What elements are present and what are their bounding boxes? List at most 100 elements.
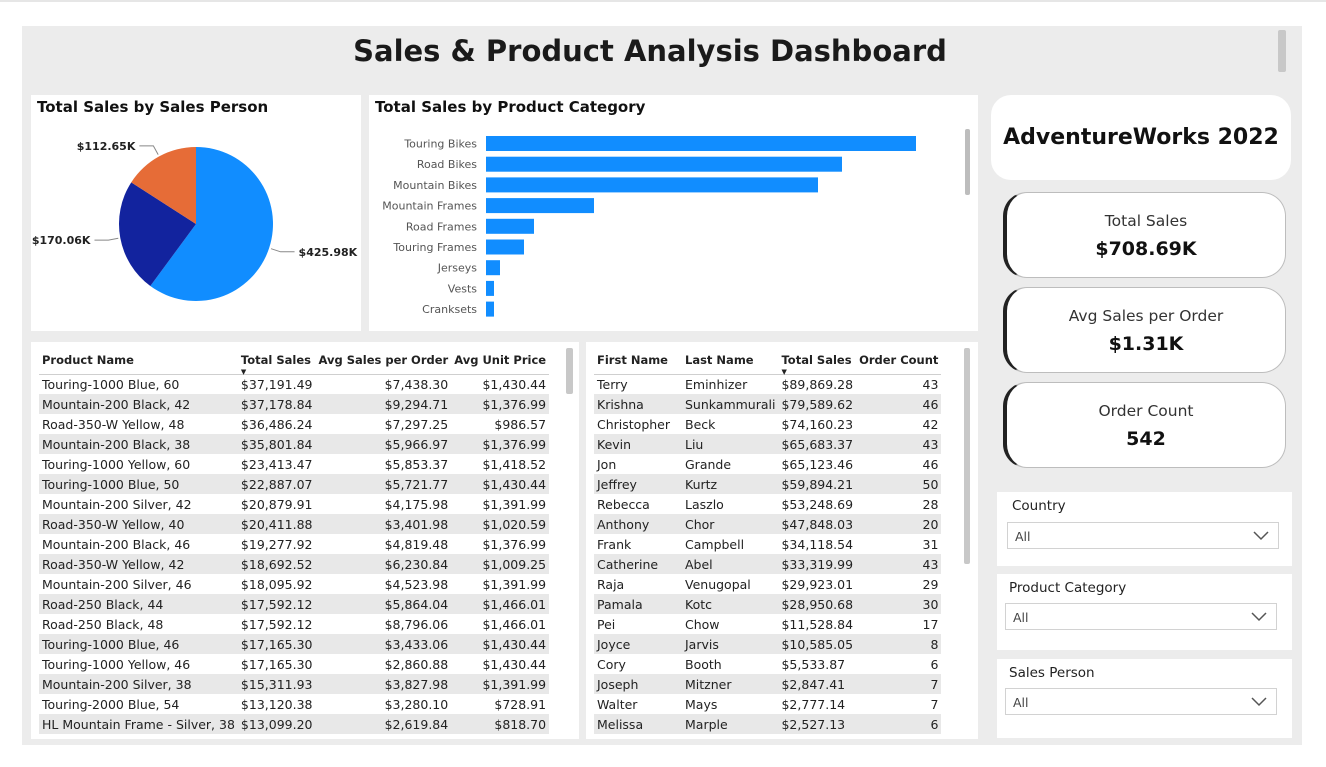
table-cell: $36,486.24 — [240, 416, 313, 432]
col-avg-sales-per-order[interactable]: Avg Sales per Order — [318, 352, 449, 367]
table-row[interactable]: Frank Campbell $34,118.54 31 — [594, 534, 941, 554]
table-cell: $59,894.21 — [778, 474, 857, 494]
table-cell: $19,277.92 — [240, 536, 313, 552]
table-cell: $33,319.99 — [778, 554, 857, 574]
pie-data-label: $425.98K — [299, 246, 358, 259]
table-cell: $1,430.44 — [482, 656, 547, 672]
table-row[interactable]: Pei Chow $11,528.84 17 — [594, 614, 941, 634]
table-row[interactable]: Mountain-200 Silver, 46 $18,095.92 $4,523.… — [39, 574, 549, 594]
table-cell: $2,847.41 — [778, 674, 857, 694]
bar-chart-scrollbar[interactable] — [965, 129, 970, 195]
table-row[interactable]: Touring-1000 Blue, 60 $37,191.49 $7,438.30… — [39, 374, 549, 394]
table-cell: 50 — [856, 474, 942, 494]
table-cell: 7 — [856, 674, 942, 694]
table-cell: 42 — [922, 416, 939, 432]
kpi-avg-sales-card: Avg Sales per Order $1.31K — [1003, 287, 1286, 373]
col-product-name[interactable]: Product Name — [42, 352, 134, 367]
col-sp-total-sales-label: Total Sales — [781, 352, 852, 367]
bar[interactable] — [486, 280, 494, 296]
pie-slice[interactable] — [150, 147, 273, 301]
table-cell: Mountain-200 Black, 42 — [39, 394, 238, 414]
table-row[interactable]: Touring-1000 Blue, 46 $17,165.30 $3,433.06… — [39, 634, 550, 654]
page-scrollbar[interactable] — [1278, 30, 1286, 72]
brand-title: AdventureWorks 2022 — [1003, 125, 1279, 150]
col-sp-total-sales[interactable]: Total Sales ▼ — [778, 346, 856, 376]
table-row[interactable]: HL Mountain Frame - Silver, 38 $13,099.20… — [39, 714, 550, 734]
table-cell: Touring-1000 Blue, 50 — [39, 474, 238, 494]
table-cell: 17 — [922, 616, 939, 632]
table-cell: HL Mountain Frame - Silver, 38 — [39, 714, 238, 734]
col-avg-unit-price[interactable]: Avg Unit Price — [454, 352, 547, 367]
table-row[interactable]: Mountain-200 Black, 42 $37,178.84 $9,294.7… — [39, 394, 550, 414]
table-cell: 7 — [930, 696, 939, 712]
table-cell: $22,887.07 — [237, 474, 316, 494]
table-row[interactable]: Cory Booth $5,533.87 6 — [594, 654, 941, 674]
bar[interactable] — [486, 260, 500, 276]
table-row[interactable]: Road-350-W Yellow, 48 $36,486.24 $7,297.25… — [39, 414, 549, 434]
products-table-scrollbar[interactable] — [566, 348, 573, 394]
table-cell: Road-350-W Yellow, 40 — [39, 514, 238, 534]
table-row[interactable]: Jeffrey Kurtz $59,894.21 50 — [594, 474, 942, 494]
table-cell: $74,160.23 — [781, 416, 854, 432]
table-cell: Road-250 Black, 44 — [39, 594, 238, 614]
col-last-name[interactable]: Last Name — [685, 352, 754, 367]
table-row[interactable]: Kevin Liu $65,683.37 43 — [594, 434, 942, 454]
table-cell: Chor — [682, 514, 779, 534]
pie-data-label: $112.65K — [77, 140, 136, 153]
bar[interactable] — [486, 301, 494, 317]
pie-slice[interactable] — [131, 147, 196, 224]
table-row[interactable]: Touring-1000 Yellow, 46 $17,165.30 $2,860.… — [39, 654, 549, 674]
table-cell: Joyce — [594, 634, 682, 654]
country-dropdown[interactable]: All — [1007, 522, 1279, 549]
product-category-dropdown[interactable]: All — [1005, 603, 1277, 630]
table-row[interactable]: Joseph Mitzner $2,847.41 7 — [594, 674, 942, 694]
col-first-name[interactable]: First Name — [597, 352, 668, 367]
bar-chart-title: Total Sales by Product Category — [375, 98, 646, 116]
bar[interactable] — [486, 239, 524, 255]
table-row[interactable]: Raja Venugopal $29,923.01 29 — [594, 574, 941, 594]
table-row[interactable]: Road-350-W Yellow, 40 $20,411.88 $3,401.98… — [39, 514, 550, 534]
table-row[interactable]: Touring-1000 Blue, 50 $22,887.07 $5,721.77… — [39, 474, 550, 494]
col-total-sales[interactable]: Total Sales ▼ — [238, 346, 316, 376]
table-row[interactable]: Pamala Kotc $28,950.68 30 — [594, 594, 942, 614]
table-row[interactable]: Touring-2000 Blue, 54 $13,120.38 $3,280.10… — [39, 694, 549, 714]
table-row[interactable]: Jon Grande $65,123.46 46 — [594, 454, 941, 474]
table-row[interactable]: Terry Eminhizer $89,869.28 43 — [594, 374, 941, 394]
kpi-avg-sales-value: $1.31K — [1108, 333, 1184, 355]
table-row[interactable]: Catherine Abel $33,319.99 43 — [594, 554, 942, 574]
table-row[interactable]: Rebecca Laszlo $53,248.69 28 — [594, 494, 941, 514]
table-row[interactable]: Touring-1000 Yellow, 60 $23,413.47 $5,853.… — [39, 454, 549, 474]
table-row[interactable]: Mountain-200 Black, 46 $19,277.92 $4,819.4… — [39, 534, 549, 554]
bar[interactable] — [486, 156, 842, 172]
table-row[interactable]: Joyce Jarvis $10,585.05 8 — [594, 634, 942, 654]
table-cell: Touring-1000 Yellow, 60 — [42, 456, 191, 472]
bar[interactable] — [486, 218, 534, 234]
table-row[interactable]: Road-250 Black, 44 $17,592.12 $5,864.04 $1,… — [39, 594, 550, 614]
bar[interactable] — [486, 136, 916, 151]
table-row[interactable]: Road-350-W Yellow, 42 $18,692.52 $6,230.84… — [39, 554, 550, 574]
table-row[interactable]: Walter Mays $2,777.14 7 — [594, 694, 941, 714]
table-cell: Touring-1000 Blue, 60 — [42, 376, 180, 392]
bar[interactable] — [486, 177, 818, 193]
table-row[interactable]: Road-250 Black, 48 $17,592.12 $8,796.06 $1,… — [39, 614, 549, 634]
table-row[interactable]: Melissa Marple $2,527.13 6 — [594, 714, 942, 734]
table-cell: $13,120.38 — [240, 696, 313, 712]
table-cell: $1,009.25 — [451, 554, 550, 574]
table-cell: $5,533.87 — [781, 656, 846, 672]
table-row[interactable]: Mountain-200 Silver, 42 $20,879.91 $4,175.… — [39, 494, 549, 514]
pie-slice[interactable] — [118, 182, 196, 286]
table-cell: $28,950.68 — [778, 594, 857, 614]
table-row[interactable]: Christopher Beck $74,160.23 42 — [594, 414, 941, 434]
table-cell: Joseph — [594, 674, 682, 694]
table-row[interactable]: Mountain-200 Silver, 38 $15,311.93 $3,827.… — [39, 674, 550, 694]
table-cell: $2,860.88 — [384, 656, 449, 672]
salespeople-table-scrollbar[interactable] — [964, 348, 970, 564]
sales-person-dropdown[interactable]: All — [1005, 688, 1277, 715]
table-cell: Kotc — [682, 594, 779, 614]
bar[interactable] — [486, 198, 594, 214]
table-row[interactable]: Mountain-200 Black, 38 $35,801.84 $5,966.9… — [39, 434, 550, 454]
table-cell: Catherine — [594, 554, 682, 574]
table-row[interactable]: Krishna Sunkammurali $79,589.62 46 — [594, 394, 942, 414]
col-order-count[interactable]: Order Count — [859, 352, 939, 367]
table-row[interactable]: Anthony Chor $47,848.03 20 — [594, 514, 942, 534]
